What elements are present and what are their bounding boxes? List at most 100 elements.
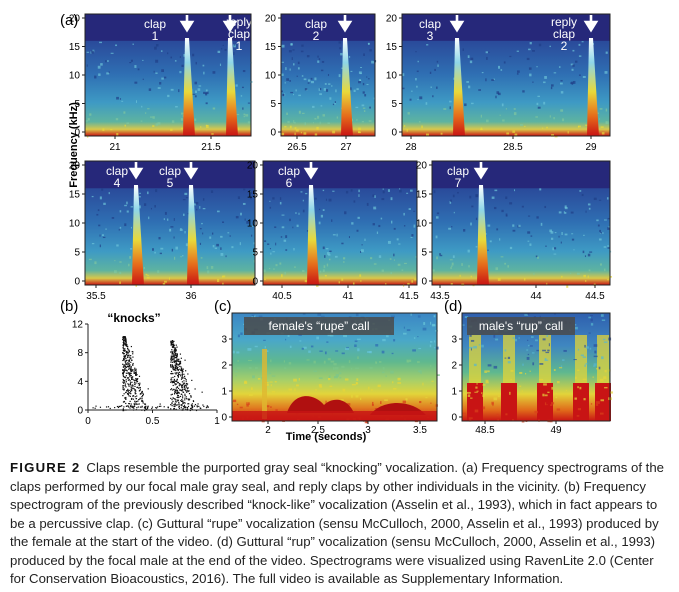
knock-point (192, 400, 195, 403)
spectrogram-noise (529, 42, 532, 45)
spectrogram-noise (499, 114, 501, 116)
spectrogram-noise (301, 347, 304, 350)
spectrogram-noise (462, 48, 464, 51)
knock-point (179, 363, 181, 365)
spectrogram-noise (269, 248, 272, 250)
spectrogram-noise (582, 250, 585, 254)
x-tick-label: 43.5 (430, 291, 450, 302)
spectrogram-noise (425, 397, 428, 399)
x-tick-label: 21 (109, 142, 121, 153)
spectrogram-noise (582, 75, 586, 78)
spectrogram-noise (281, 61, 284, 63)
spectrogram-noise (326, 252, 330, 255)
knock-point (131, 359, 133, 361)
spectrogram-noise (178, 89, 180, 93)
spectrogram-noise (527, 344, 530, 347)
knock-point (171, 364, 173, 366)
spectrogram-noise (403, 225, 406, 227)
knock-point (122, 378, 124, 381)
x-tick-label: 2 (265, 425, 271, 436)
knock-point (176, 353, 178, 355)
knock-point (160, 405, 162, 407)
knock-point (130, 393, 132, 395)
knock-point (174, 354, 177, 356)
knock-point (151, 406, 154, 408)
knock-point (171, 350, 173, 353)
knock-point (171, 382, 173, 384)
knock-point (131, 405, 133, 407)
knock-point (170, 364, 172, 366)
knock-point (175, 373, 177, 375)
knock-point (147, 405, 149, 407)
spectrogram-noise (585, 124, 588, 126)
knock-point (128, 350, 131, 352)
knock-point (190, 404, 193, 406)
knock-point (131, 368, 133, 371)
spectrogram-noise (417, 361, 420, 364)
spectrogram-noise (101, 188, 104, 191)
spectrogram-noise (536, 66, 538, 68)
spectrogram-noise (239, 406, 243, 409)
knock-point (190, 395, 192, 397)
y-tick-label: 20 (69, 161, 81, 172)
knock-point (129, 372, 131, 374)
spectrogram-noise (604, 268, 606, 272)
knock-point (142, 402, 144, 404)
spectrogram-noise (128, 263, 130, 267)
spectrogram-noise (593, 197, 597, 201)
knock-point (182, 387, 184, 389)
knock-point (189, 407, 192, 410)
spectrogram-noise (206, 91, 209, 95)
knock-point (123, 371, 125, 373)
y-tick-label: 0 (77, 406, 83, 417)
knock-point (131, 378, 133, 381)
spectrogram-noise (116, 133, 119, 136)
knock-point (130, 375, 132, 377)
knock-point (135, 402, 137, 404)
spectrogram-noise (284, 271, 286, 275)
clap-label: clap (419, 17, 441, 31)
spectrogram-noise (356, 378, 359, 381)
spectrogram-noise (362, 82, 365, 86)
spectrogram-noise (91, 195, 94, 198)
spectrogram-noise (99, 234, 101, 237)
spectrogram-noise (301, 75, 304, 77)
spectrogram-noise (342, 388, 346, 392)
knock-point (127, 377, 129, 379)
x-tick-label: 44.5 (585, 291, 605, 302)
y-axis-label: Frequency (kHz) (68, 102, 80, 188)
arrow-down-icon (303, 162, 319, 180)
spectrogram-noise (367, 43, 370, 45)
knock-point (172, 381, 174, 383)
spectrogram-noise (331, 219, 333, 222)
spectrogram-noise (481, 71, 484, 74)
y-tick-label: 8 (77, 348, 83, 359)
knock-point (131, 369, 133, 372)
spectrogram-noise (232, 350, 235, 354)
knock-point (142, 401, 144, 403)
spectrogram-noise (285, 249, 288, 251)
knock-point (135, 403, 137, 406)
spectrogram-noise (580, 354, 584, 357)
spectrogram-noise (605, 121, 609, 125)
spectrogram-noise (341, 242, 344, 245)
spectrogram-noise (209, 236, 212, 239)
spectrogram-noise (434, 68, 436, 71)
y-tick-label: 20 (247, 161, 259, 172)
knock-point (141, 405, 143, 407)
spectrogram-noise (530, 235, 533, 237)
knock-point (123, 382, 125, 384)
spectrogram-noise (101, 234, 104, 237)
spectrogram-noise (600, 232, 602, 234)
spectrogram-noise (536, 349, 539, 352)
knock-point (194, 403, 197, 406)
spectrogram-noise (550, 237, 554, 240)
knock-point (130, 355, 132, 357)
spectrogram-noise (248, 393, 253, 397)
knock-point (131, 406, 133, 409)
spectrogram-noise (474, 391, 478, 393)
spectrogram-noise (457, 191, 459, 194)
knock-point (159, 403, 161, 405)
knock-point (138, 398, 140, 401)
